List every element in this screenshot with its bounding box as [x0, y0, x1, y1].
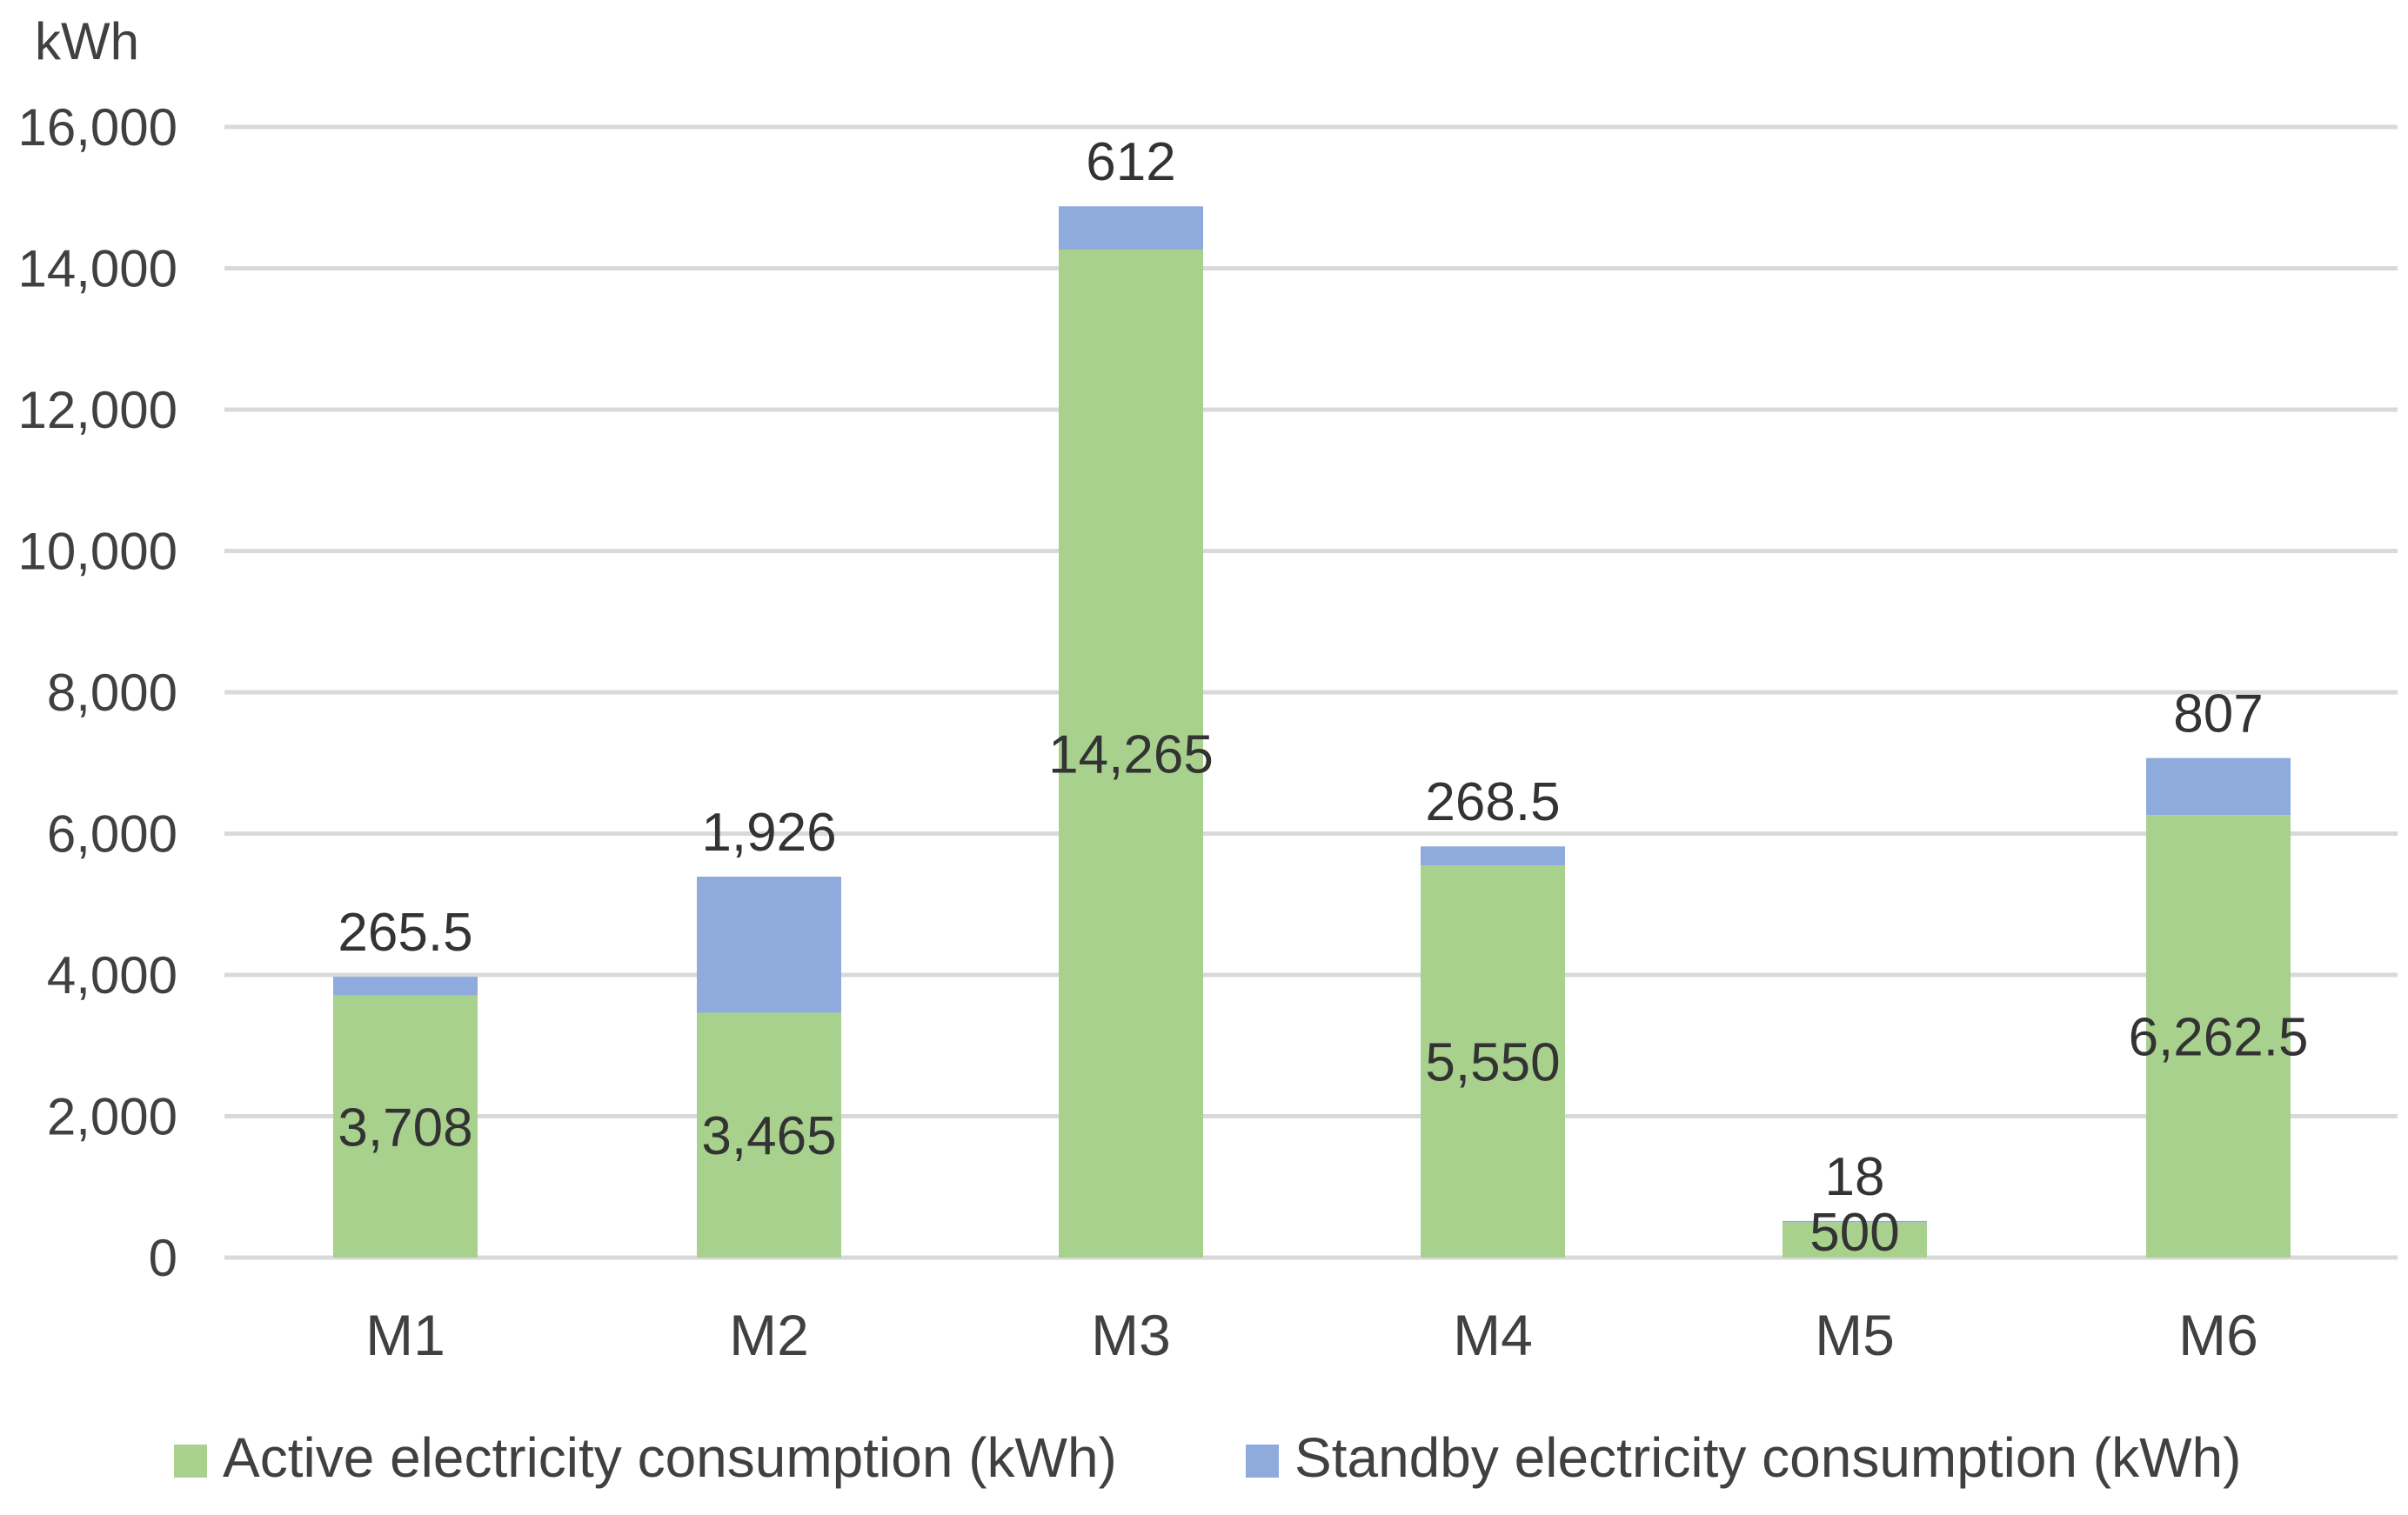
x-tick-label: M6 [2178, 1303, 2258, 1367]
x-axis-ticks: M1 M2 M3 M4 M5 M6 [365, 1303, 2258, 1367]
data-label-standby-m1: 265.5 [338, 903, 472, 963]
data-label-active-m2: 3,465 [701, 1106, 836, 1166]
x-tick-label: M2 [729, 1303, 809, 1367]
bar-standby-m1 [333, 977, 478, 996]
data-label-standby-m6: 807 [2173, 684, 2263, 744]
y-tick-label: 4,000 [47, 946, 177, 1004]
data-label-active-m4: 5,550 [1425, 1033, 1560, 1093]
data-label-active-m1: 3,708 [338, 1098, 472, 1158]
y-axis-label: kWh [35, 12, 139, 70]
data-label-standby-m2: 1,926 [701, 803, 836, 863]
data-label-standby-m4: 268.5 [1425, 772, 1560, 832]
y-tick-label: 16,000 [17, 98, 177, 157]
y-tick-label: 8,000 [47, 664, 177, 722]
x-tick-label: M4 [1453, 1303, 1533, 1367]
data-label-active-m6: 6,262.5 [2129, 1008, 2309, 1068]
legend-swatch-active [174, 1445, 207, 1478]
data-label-standby-m5: 18 [1825, 1147, 1885, 1207]
bar-standby-m3 [1059, 206, 1203, 250]
bar-active-m1 [333, 995, 478, 1258]
bars [333, 206, 2291, 1258]
bar-active-m5 [1783, 1222, 1927, 1258]
bar-standby-m5 [1783, 1220, 1927, 1223]
bar-active-m6 [2146, 815, 2291, 1258]
y-tick-label: 6,000 [47, 805, 177, 864]
legend-swatch-standby [1246, 1445, 1279, 1478]
x-tick-label: M5 [1815, 1303, 1895, 1367]
data-labels: 3,708 265.5 3,465 1,926 14,265 612 5,550 268.5 5… [338, 132, 2308, 1263]
bar-active-m3 [1059, 249, 1203, 1258]
y-tick-label: 14,000 [17, 240, 177, 298]
bar-standby-m4 [1421, 846, 1565, 866]
y-tick-label: 0 [149, 1229, 177, 1287]
legend-label-standby: Standby electricity consumption (kWh) [1294, 1426, 2241, 1489]
bar-active-m4 [1421, 865, 1565, 1258]
bar-standby-m2 [697, 876, 841, 1013]
bar-active-m2 [697, 1012, 841, 1258]
x-tick-label: M3 [1091, 1303, 1171, 1367]
legend: Active electricity consumption (kWh) Sta… [174, 1426, 2241, 1489]
data-label-active-m3: 14,265 [1048, 724, 1214, 784]
data-label-standby-m3: 612 [1086, 132, 1175, 192]
bar-standby-m6 [2146, 758, 2291, 816]
data-label-active-m5: 500 [1809, 1203, 1899, 1263]
y-tick-label: 2,000 [47, 1088, 177, 1146]
legend-label-active: Active electricity consumption (kWh) [223, 1426, 1117, 1489]
y-axis-ticks: 0 2,000 4,000 6,000 8,000 10,000 12,000 14,000 1… [17, 98, 177, 1287]
y-tick-label: 10,000 [17, 523, 177, 581]
x-tick-label: M1 [365, 1303, 445, 1367]
y-tick-label: 12,000 [17, 381, 177, 439]
gridlines [224, 124, 2398, 1260]
